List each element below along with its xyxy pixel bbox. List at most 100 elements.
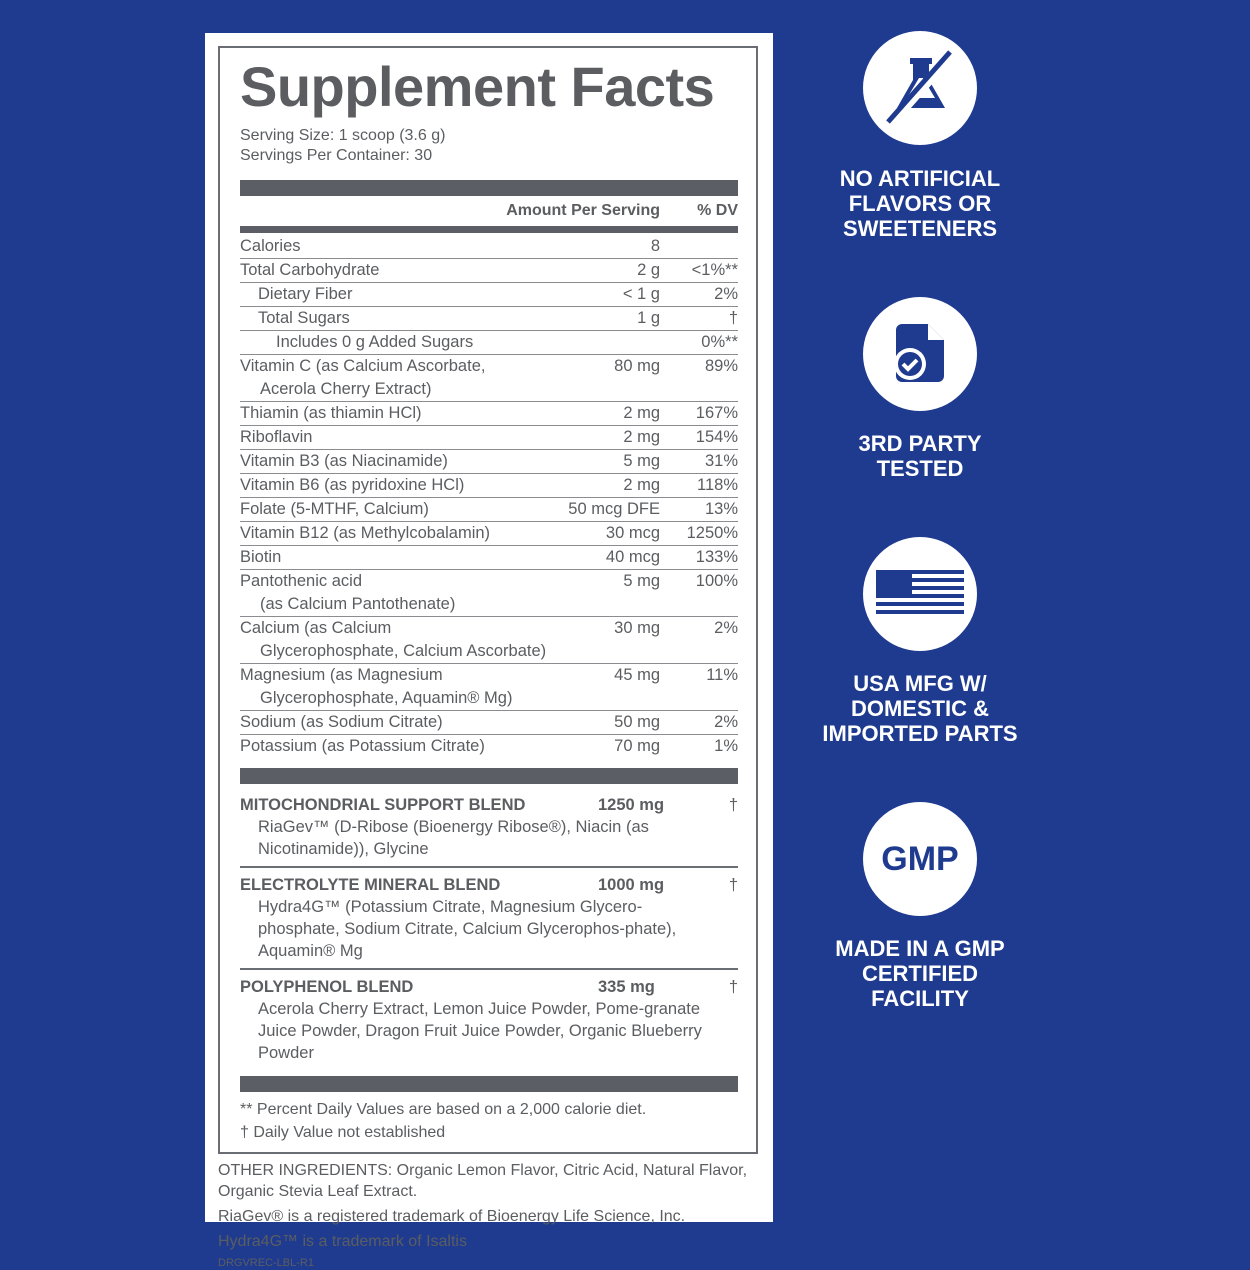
nutrient-dv: 13% <box>704 500 738 518</box>
nutrient-row: Folate (5-MTHF, Calcium) 50 mcg DFE 13% <box>240 498 738 522</box>
blend-header: ELECTROLYTE MINERAL BLEND 1000 mg † <box>240 874 738 896</box>
nutrient-name-line: Magnesium (as Magnesium <box>240 666 443 684</box>
servings-per-container: Servings Per Container: 30 <box>240 147 433 164</box>
nutrient-amount: 1 g <box>637 309 660 327</box>
nutrient-row: Includes 0 g Added Sugars 0%** <box>240 331 738 355</box>
nutrient-amount: 2 g <box>637 261 660 279</box>
other-ingredients: OTHER INGREDIENTS: Organic Lemon Flavor,… <box>218 1162 748 1200</box>
badge-no-artificial: NO ARTIFICIAL FLAVORS OR SWEETENERS <box>805 31 1035 241</box>
dv-header: % DV <box>697 202 738 219</box>
blend-section: MITOCHONDRIAL SUPPORT BLEND 1250 mg † RiaGe… <box>240 784 738 868</box>
nutrient-dv: † <box>728 309 738 327</box>
nutrient-name: Pantothenic acid (as Calcium Pantothenate… <box>240 570 500 616</box>
blend-section: ELECTROLYTE MINERAL BLEND 1000 mg † Hydra4G… <box>240 868 738 970</box>
nutrient-table: Calories 8 Total Carbohydrate 2 g <1%** Dieta… <box>240 235 738 758</box>
nutrient-dv: 11% <box>706 666 738 684</box>
nutrient-row: Vitamin B3 (as Niacinamide) 5 mg 31% <box>240 450 738 474</box>
page-title: Supplement Facts <box>240 55 715 118</box>
nutrient-name-line: Total Sugars <box>258 309 350 327</box>
blend-section: POLYPHENOL BLEND 335 mg † Acerola Cherry Ex… <box>240 970 738 1070</box>
nutrient-name: Calories <box>240 235 500 258</box>
nutrient-name-line: Thiamin (as thiamin HCl) <box>240 404 422 422</box>
nutrient-amount: 30 mg <box>614 619 660 637</box>
nutrient-amount: 50 mcg DFE <box>568 500 660 518</box>
nutrient-name-line: (as Calcium Pantothenate) <box>260 595 456 613</box>
nutrient-dv: 2% <box>714 285 738 303</box>
nutrient-amount: 8 <box>650 237 660 255</box>
nutrient-row: Magnesium (as Magnesium Glycerophosphate,… <box>240 664 738 711</box>
nutrient-name-line: Vitamin B3 (as Niacinamide) <box>240 452 448 470</box>
blend-list: MITOCHONDRIAL SUPPORT BLEND 1250 mg † RiaGe… <box>240 784 738 1070</box>
blend-amount: 1000 mg <box>598 876 665 894</box>
badge-gmp: GMP MADE IN A GMP CERTIFIED FACILITY <box>805 802 1035 1011</box>
nutrient-dv: 167% <box>695 404 738 422</box>
nutrient-row: Dietary Fiber < 1 g 2% <box>240 283 738 307</box>
nutrient-name-line: Folate (5-MTHF, Calcium) <box>240 500 429 518</box>
nutrient-dv: 154% <box>695 428 738 446</box>
nutrient-name-line: Includes 0 g Added Sugars <box>276 333 474 351</box>
nutrient-dv: 2% <box>714 619 738 637</box>
trademark-hydra4g: Hydra4G™ is a trademark of Isaltis <box>218 1233 467 1250</box>
nutrient-dv: 1250% <box>686 524 738 542</box>
nutrient-row: Vitamin B12 (as Methylcobalamin) 30 mcg 12… <box>240 522 738 546</box>
nutrient-amount: 2 mg <box>623 428 660 446</box>
nutrient-row: Riboflavin 2 mg 154% <box>240 426 738 450</box>
nutrient-row: Vitamin C (as Calcium Ascorbate, Acerola … <box>240 355 738 402</box>
nutrient-row: Potassium (as Potassium Citrate) 70 mg 1% <box>240 735 738 758</box>
blend-name: MITOCHONDRIAL SUPPORT BLEND <box>240 796 526 814</box>
nutrient-amount: < 1 g <box>622 285 660 303</box>
label-code: DRGVREC-LBL-R1 <box>218 1257 314 1269</box>
column-header: Amount Per Serving % DV <box>240 196 738 226</box>
nutrient-name-line: Calcium (as Calcium <box>240 619 392 637</box>
nutrient-name-line: Vitamin B6 (as pyridoxine HCl) <box>240 476 465 494</box>
nutrient-dv: <1%** <box>691 261 738 279</box>
nutrient-name: Total Sugars <box>240 307 500 330</box>
nutrient-dv: 100% <box>695 572 738 590</box>
blend-dv: † <box>728 796 738 814</box>
nutrient-name-line: Vitamin C (as Calcium Ascorbate, <box>240 357 486 375</box>
nutrient-name-line: Glycerophosphate, Calcium Ascorbate) <box>260 642 547 660</box>
nutrient-name: Potassium (as Potassium Citrate) <box>240 735 500 758</box>
nutrient-amount: 40 mcg <box>605 548 660 566</box>
nutrient-name: Thiamin (as thiamin HCl) <box>240 402 500 425</box>
badge-third-party: 3RD PARTY TESTED <box>805 297 1035 481</box>
divider-bar <box>240 226 738 233</box>
nutrient-dv: 2% <box>714 713 738 731</box>
nutrient-row: Calories 8 <box>240 235 738 259</box>
nutrient-name: Vitamin B6 (as pyridoxine HCl) <box>240 474 500 497</box>
nutrient-row: Pantothenic acid (as Calcium Pantothenate… <box>240 570 738 617</box>
badge-text: USA MFG W/ DOMESTIC & IMPORTED PARTS <box>822 671 1018 746</box>
nutrient-amount: 2 mg <box>623 404 660 422</box>
us-flag-icon <box>863 537 977 651</box>
nutrient-amount: 45 mg <box>614 666 660 684</box>
nutrient-row: Sodium (as Sodium Citrate) 50 mg 2% <box>240 711 738 735</box>
nutrient-name-line: Sodium (as Sodium Citrate) <box>240 713 443 731</box>
gmp-icon: GMP <box>863 802 977 916</box>
nutrient-name: Vitamin B12 (as Methylcobalamin) <box>240 522 500 545</box>
blend-name: POLYPHENOL BLEND <box>240 978 414 996</box>
blend-dv: † <box>728 876 738 894</box>
nutrient-name-line: Vitamin B12 (as Methylcobalamin) <box>240 524 491 542</box>
nutrient-name: Folate (5-MTHF, Calcium) <box>240 498 500 521</box>
no-flask-icon <box>863 31 977 145</box>
footnote-dv: ** Percent Daily Values are based on a 2… <box>240 1101 647 1118</box>
nutrient-dv: 118% <box>697 476 738 494</box>
blend-name: ELECTROLYTE MINERAL BLEND <box>240 876 501 894</box>
nutrient-amount <box>500 331 660 354</box>
nutrient-name: Magnesium (as Magnesium Glycerophosphate,… <box>240 664 512 710</box>
nutrient-name: Riboflavin <box>240 426 500 449</box>
nutrient-dv: 1% <box>714 737 738 755</box>
nutrient-dv: 89% <box>704 357 738 375</box>
divider-bar <box>240 180 738 196</box>
blend-description: Hydra4G™ (Potassium Citrate, Magnesium G… <box>258 898 677 960</box>
footnote-dagger: † Daily Value not established <box>240 1124 446 1141</box>
nutrient-dv: 0%** <box>701 333 738 351</box>
nutrient-name: Total Carbohydrate <box>240 259 500 282</box>
nutrient-amount: 80 mg <box>614 357 660 375</box>
gmp-label: GMP <box>881 839 959 878</box>
badge-text: NO ARTIFICIAL FLAVORS OR SWEETENERS <box>839 166 1001 241</box>
nutrient-name-line: Riboflavin <box>240 428 313 446</box>
nutrient-name: Calcium (as Calcium Glycerophosphate, Cal… <box>240 617 547 663</box>
nutrient-name: Dietary Fiber <box>240 283 500 306</box>
blend-description: RiaGev™ (D-Ribose (Bioenergy Ribose®), N… <box>258 818 649 858</box>
